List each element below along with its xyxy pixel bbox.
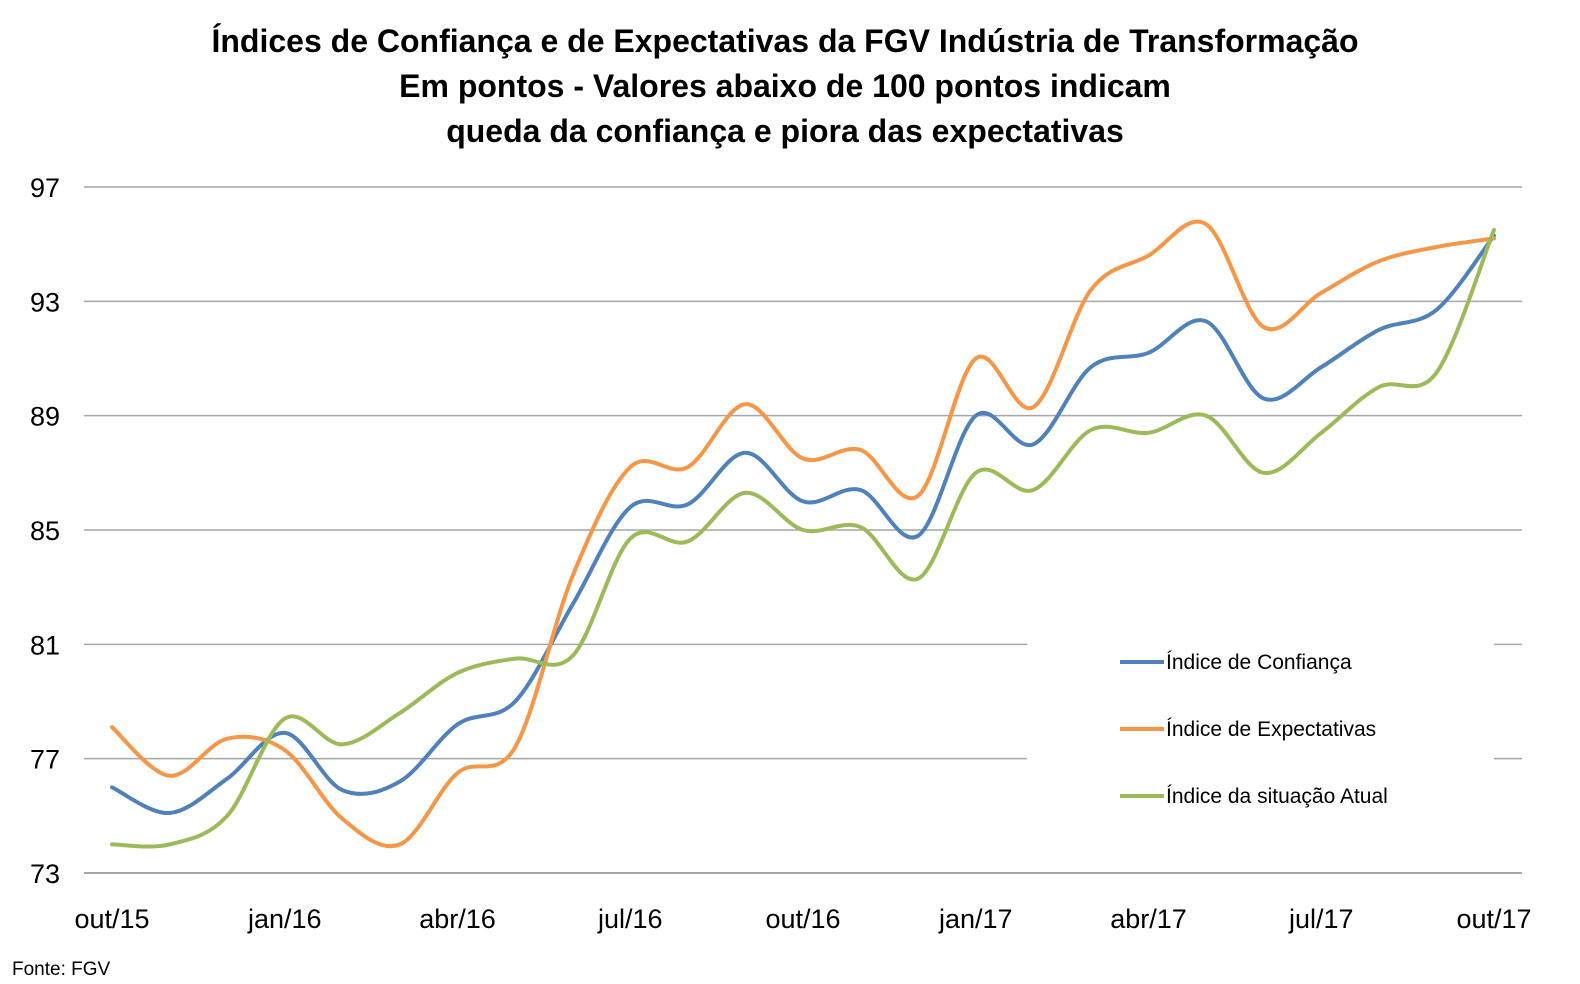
legend: Índice de Confiança Índice de Expectativa… xyxy=(1120,651,1388,808)
series-line-confianca xyxy=(110,233,1496,816)
legend-label: Índice da situação Atual xyxy=(1166,785,1388,808)
x-tick-label: out/17 xyxy=(1456,904,1531,934)
legend-item-expectativas: Índice de Expectativas xyxy=(1120,718,1376,741)
y-tick-label: 77 xyxy=(30,745,60,775)
x-tick-label: abr/16 xyxy=(419,904,496,934)
y-tick-label: 97 xyxy=(30,173,60,203)
series-lines xyxy=(110,219,1496,849)
x-axis-tick-labels: out/15 jan/16 abr/16 jul/16 out/16 jan/17 abr/… xyxy=(74,904,1531,934)
series-line-expectativas xyxy=(110,219,1496,849)
y-tick-label: 89 xyxy=(30,402,60,432)
legend-label: Índice de Confiança xyxy=(1166,651,1352,674)
series-line-situacao-atual xyxy=(110,227,1496,849)
x-tick-label: out/15 xyxy=(74,904,149,934)
chart-title: Índices de Confiança e de Expectativas d… xyxy=(211,23,1358,149)
title-line-1: Índices de Confiança e de Expectativas d… xyxy=(211,23,1358,59)
y-tick-label: 81 xyxy=(30,630,60,660)
x-tick-label: jan/16 xyxy=(247,904,322,934)
title-line-3: queda da confiança e piora das expectati… xyxy=(446,113,1124,149)
x-tick-label: abr/17 xyxy=(1110,904,1187,934)
legend-item-confianca: Índice de Confiança xyxy=(1120,651,1352,674)
source-note: Fonte: FGV xyxy=(12,959,111,980)
title-line-2: Em pontos - Valores abaixo de 100 pontos… xyxy=(399,68,1171,104)
x-tick-label: jul/17 xyxy=(1288,904,1354,934)
y-axis-tick-labels: 73 77 81 85 89 93 97 xyxy=(30,173,60,889)
legend-label: Índice de Expectativas xyxy=(1166,718,1376,741)
y-tick-label: 85 xyxy=(30,516,60,546)
x-tick-label: jan/17 xyxy=(938,904,1013,934)
y-tick-label: 93 xyxy=(30,287,60,317)
x-tick-label: jul/16 xyxy=(597,904,663,934)
legend-item-situacao-atual: Índice da situação Atual xyxy=(1120,785,1388,808)
x-tick-label: out/16 xyxy=(765,904,840,934)
y-tick-label: 73 xyxy=(30,859,60,889)
